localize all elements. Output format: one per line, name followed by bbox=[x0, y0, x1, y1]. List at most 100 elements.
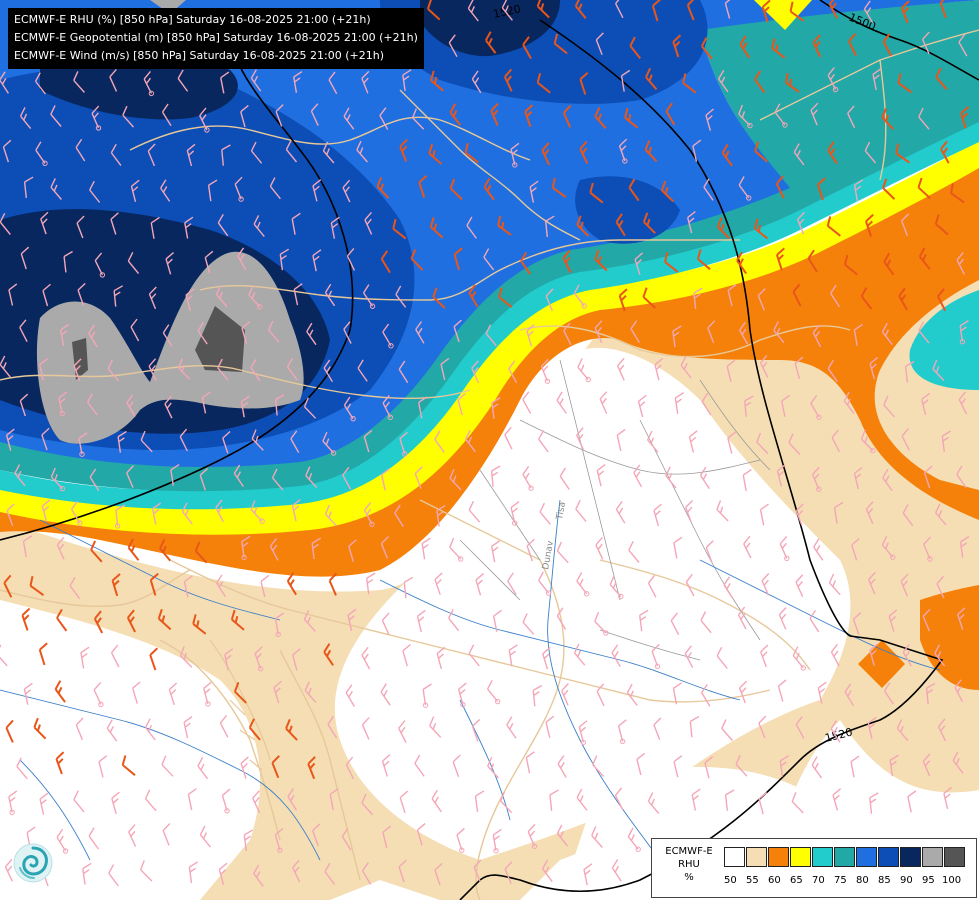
wind-barb bbox=[865, 501, 874, 524]
rhu-band-100 bbox=[195, 306, 245, 372]
wind-barb bbox=[329, 788, 339, 811]
wind-barb bbox=[75, 138, 86, 162]
wind-barb bbox=[63, 250, 73, 273]
wind-barb bbox=[73, 71, 85, 93]
wind-barb bbox=[179, 646, 193, 668]
wind-barb bbox=[218, 862, 228, 886]
wind-barb bbox=[143, 71, 155, 97]
wind-barb bbox=[789, 1, 805, 22]
wind-barb bbox=[0, 212, 11, 235]
wind-barb bbox=[414, 466, 423, 489]
wind-barb bbox=[754, 70, 766, 94]
wind-barb bbox=[935, 503, 947, 526]
wind-barb bbox=[80, 646, 90, 669]
wind-barb bbox=[735, 755, 748, 777]
wind-barb bbox=[70, 500, 83, 526]
wind-barb bbox=[595, 537, 604, 560]
wind-barb bbox=[826, 216, 841, 237]
wind-barb bbox=[464, 430, 476, 453]
wind-barb bbox=[700, 37, 713, 60]
wind-barb bbox=[672, 325, 682, 348]
wind-barb bbox=[221, 788, 231, 814]
wind-barb bbox=[269, 537, 279, 561]
wind-barb bbox=[215, 499, 224, 523]
wind-barb bbox=[23, 176, 34, 198]
wind-barb bbox=[900, 213, 910, 237]
wind-barb bbox=[775, 175, 785, 199]
wind-barb bbox=[492, 609, 503, 632]
wind-barb bbox=[599, 391, 608, 414]
wind-barb bbox=[161, 755, 174, 777]
wind-barb bbox=[918, 107, 930, 130]
wind-barb bbox=[686, 210, 696, 234]
wind-barb bbox=[653, 717, 662, 741]
meteo-swirl-icon bbox=[13, 843, 53, 883]
wind-barb bbox=[688, 430, 698, 453]
wind-barb bbox=[127, 252, 140, 274]
wind-barb bbox=[562, 104, 572, 128]
wind-barb bbox=[881, 108, 894, 130]
wind-barb bbox=[882, 178, 896, 200]
wind-barb bbox=[170, 463, 180, 486]
wind-barb bbox=[817, 681, 827, 704]
wind-barb bbox=[50, 467, 66, 492]
wind-barb bbox=[833, 501, 844, 524]
wind-barb bbox=[192, 614, 207, 635]
wind-barb bbox=[88, 324, 98, 348]
wind-barb bbox=[918, 321, 930, 344]
wind-barb bbox=[217, 213, 229, 237]
wind-barb bbox=[664, 252, 679, 273]
wind-barb bbox=[779, 755, 790, 777]
rhu-band-95 bbox=[36, 251, 304, 444]
wind-barb bbox=[224, 648, 234, 671]
wind-barb bbox=[364, 212, 373, 235]
wind-barb bbox=[685, 573, 695, 597]
wind-barb bbox=[199, 107, 210, 133]
wind-barb bbox=[812, 34, 822, 58]
wind-barb bbox=[628, 178, 640, 202]
wind-barb bbox=[342, 466, 352, 490]
wind-barb bbox=[19, 393, 29, 417]
wind-barb bbox=[575, 499, 587, 522]
wind-barb bbox=[233, 464, 244, 487]
wind-barb bbox=[237, 247, 247, 271]
wind-barb bbox=[853, 323, 863, 346]
wind-barb bbox=[252, 790, 261, 813]
wind-barb bbox=[591, 826, 603, 848]
wind-barb bbox=[157, 608, 172, 631]
wind-barb bbox=[701, 684, 711, 707]
wind-barb bbox=[34, 72, 46, 95]
wind-barb bbox=[738, 104, 753, 129]
rivers bbox=[0, 499, 941, 861]
wind-barb bbox=[35, 141, 48, 167]
wind-barb bbox=[704, 756, 714, 779]
wind-barb bbox=[498, 287, 513, 308]
wind-barb bbox=[395, 285, 407, 308]
wind-barb bbox=[843, 391, 855, 415]
wind-barb bbox=[8, 283, 18, 306]
wind-barb bbox=[795, 716, 805, 739]
wind-barb bbox=[923, 465, 933, 489]
wind-barb bbox=[934, 214, 949, 236]
wind-barb bbox=[402, 643, 411, 667]
wind-barb bbox=[536, 0, 550, 19]
wind-barb bbox=[215, 574, 226, 597]
wind-barb bbox=[934, 644, 946, 667]
wind-barb bbox=[922, 753, 931, 777]
wind-barb bbox=[616, 428, 626, 452]
wind-barb bbox=[615, 500, 626, 524]
wind-barb bbox=[660, 180, 675, 203]
wind-barb bbox=[343, 107, 355, 130]
wind-barb bbox=[589, 182, 604, 204]
wind-barb bbox=[853, 179, 864, 202]
wind-barb bbox=[576, 215, 590, 237]
wind-barb bbox=[917, 177, 931, 200]
contour-1500 bbox=[819, 0, 979, 81]
wind-barb bbox=[440, 357, 450, 381]
wind-barb bbox=[89, 180, 101, 203]
wind-barb bbox=[434, 430, 445, 453]
wind-barb bbox=[852, 612, 862, 635]
wind-barb bbox=[293, 71, 303, 93]
wind-barb bbox=[328, 572, 338, 596]
wind-barb bbox=[922, 608, 931, 632]
